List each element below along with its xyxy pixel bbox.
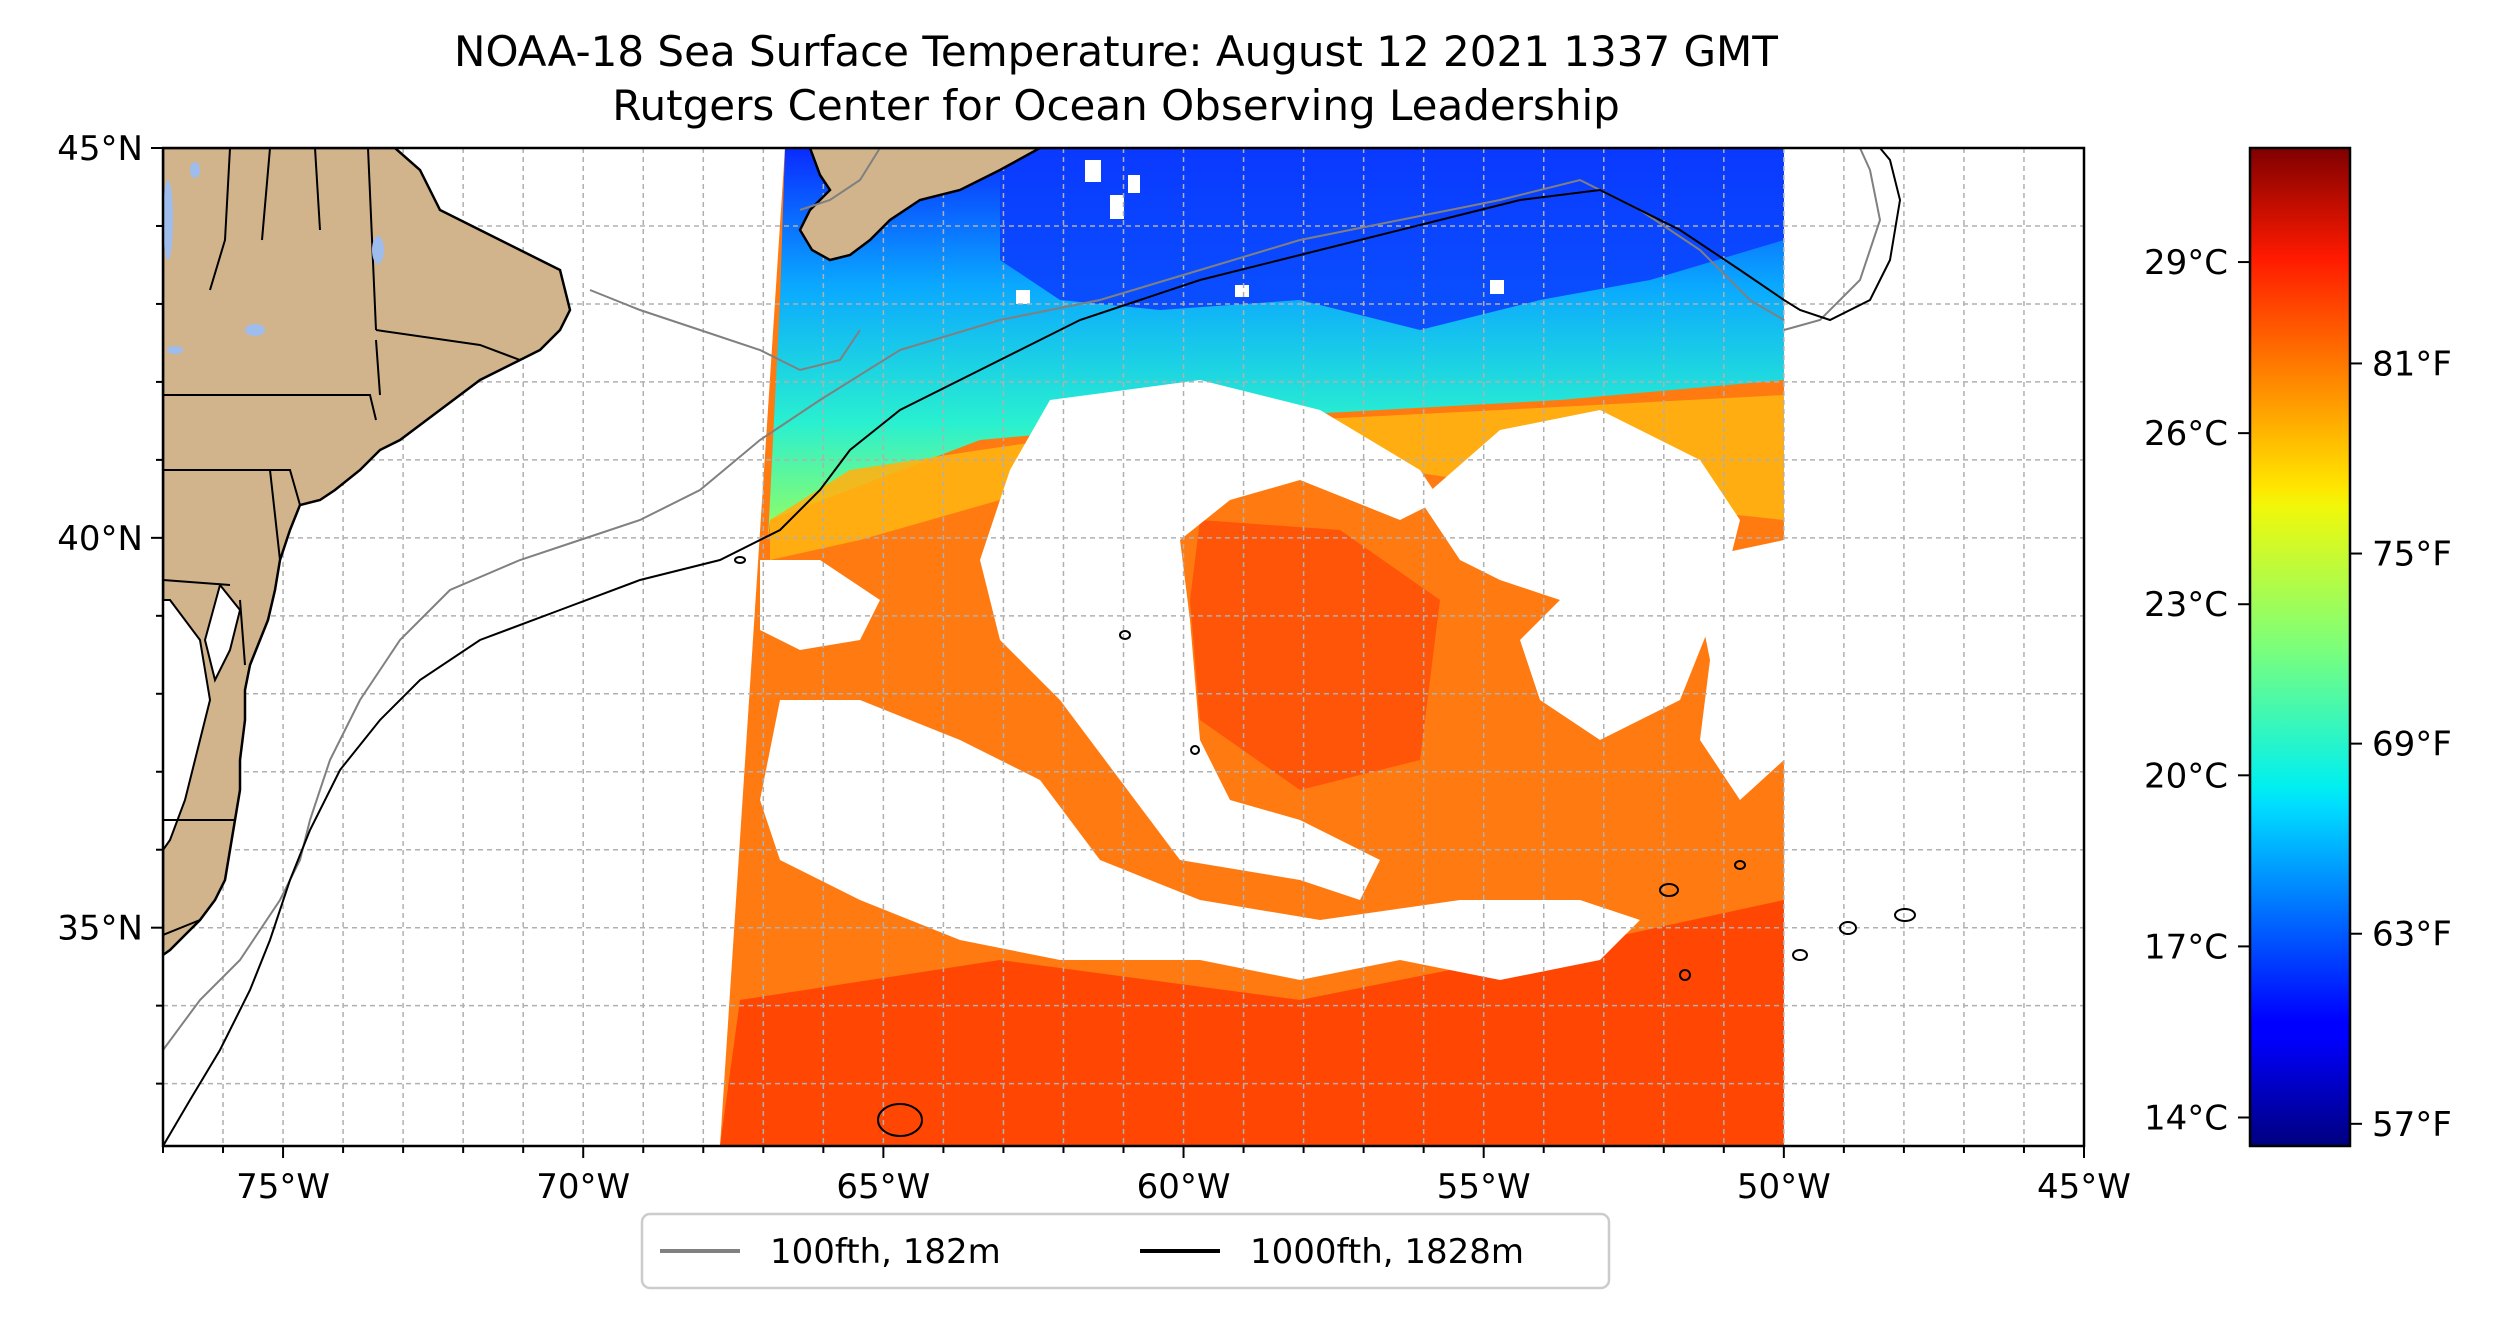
lon-tick-label: 55°W: [1437, 1167, 1531, 1207]
map-subtitle: Rutgers Center for Ocean Observing Leade…: [612, 81, 1620, 130]
lakes: [163, 162, 384, 354]
lat-tick-label: 45°N: [57, 129, 143, 169]
lon-tick-label: 60°W: [1137, 1167, 1231, 1207]
state-borders: [163, 148, 521, 936]
sst-red-patch: [1190, 520, 1440, 790]
colorbar-celsius-ticks: 29°C 26°C 23°C 20°C 17°C 14°C: [2144, 243, 2250, 1138]
islands: [734, 556, 1916, 1137]
us-coast-land: [163, 148, 572, 957]
legend: 100fth, 182m 1000fth, 1828m: [640, 1212, 1611, 1290]
colorbar-c-tick-label: 23°C: [2144, 585, 2228, 625]
colorbar-f-tick-label: 69°F: [2372, 725, 2452, 765]
colorbar-f-tick-label: 63°F: [2372, 915, 2452, 955]
colorbar-f-tick-label: 57°F: [2372, 1105, 2452, 1145]
bathymetry-1000fth: [163, 148, 1902, 1146]
chesapeake-bay: [163, 599, 212, 852]
sst-deep-blue-patch: [1000, 150, 1784, 330]
cloud-specks: [1016, 160, 1504, 304]
lon-tick-label: 45°W: [2037, 1167, 2131, 1207]
lat-tick-label: 35°N: [57, 909, 143, 949]
legend-box: [640, 1212, 1611, 1290]
colorbar-c-tick-label: 29°C: [2144, 243, 2228, 283]
legend-label-1000fth: 1000fth, 1828m: [1250, 1232, 1524, 1272]
lat-tick-label: 40°N: [57, 519, 143, 559]
lon-tick-label: 65°W: [836, 1167, 930, 1207]
colorbar-fahrenheit-ticks: 81°F 75°F 69°F 63°F 57°F: [2350, 344, 2452, 1145]
land: [163, 148, 1916, 1137]
colorbar: 29°C 26°C 23°C 20°C 17°C 14°C 81°F 75°F 69°F 63°…: [2144, 146, 2452, 1148]
colorbar-c-tick-label: 20°C: [2144, 756, 2228, 796]
nova-scotia-land: [798, 148, 1041, 262]
colorbar-c-tick-label: 26°C: [2144, 414, 2228, 454]
colorbar-f-tick-label: 81°F: [2372, 344, 2452, 384]
delaware-bay: [203, 582, 242, 683]
colorbar-f-tick-label: 75°F: [2372, 535, 2452, 575]
map-title: NOAA-18 Sea Surface Temperature: August …: [454, 27, 1778, 76]
latitude-axis: 45°N 40°N 35°N: [57, 129, 163, 1085]
lon-tick-label: 70°W: [536, 1167, 630, 1207]
map-panel: [163, 148, 2084, 1146]
cloud-mask: [760, 380, 1800, 980]
colorbar-gradient: [2248, 146, 2352, 1148]
colorbar-c-tick-label: 14°C: [2144, 1098, 2228, 1138]
sst-swath: [720, 148, 1800, 1146]
legend-label-100fth: 100fth, 182m: [770, 1232, 1001, 1272]
lon-tick-label: 75°W: [236, 1167, 330, 1207]
colorbar-c-tick-label: 17°C: [2144, 927, 2228, 967]
lon-tick-label: 50°W: [1737, 1167, 1831, 1207]
longitude-axis: 75°W 70°W 65°W 60°W 55°W 50°W 45°W: [162, 1146, 2131, 1207]
